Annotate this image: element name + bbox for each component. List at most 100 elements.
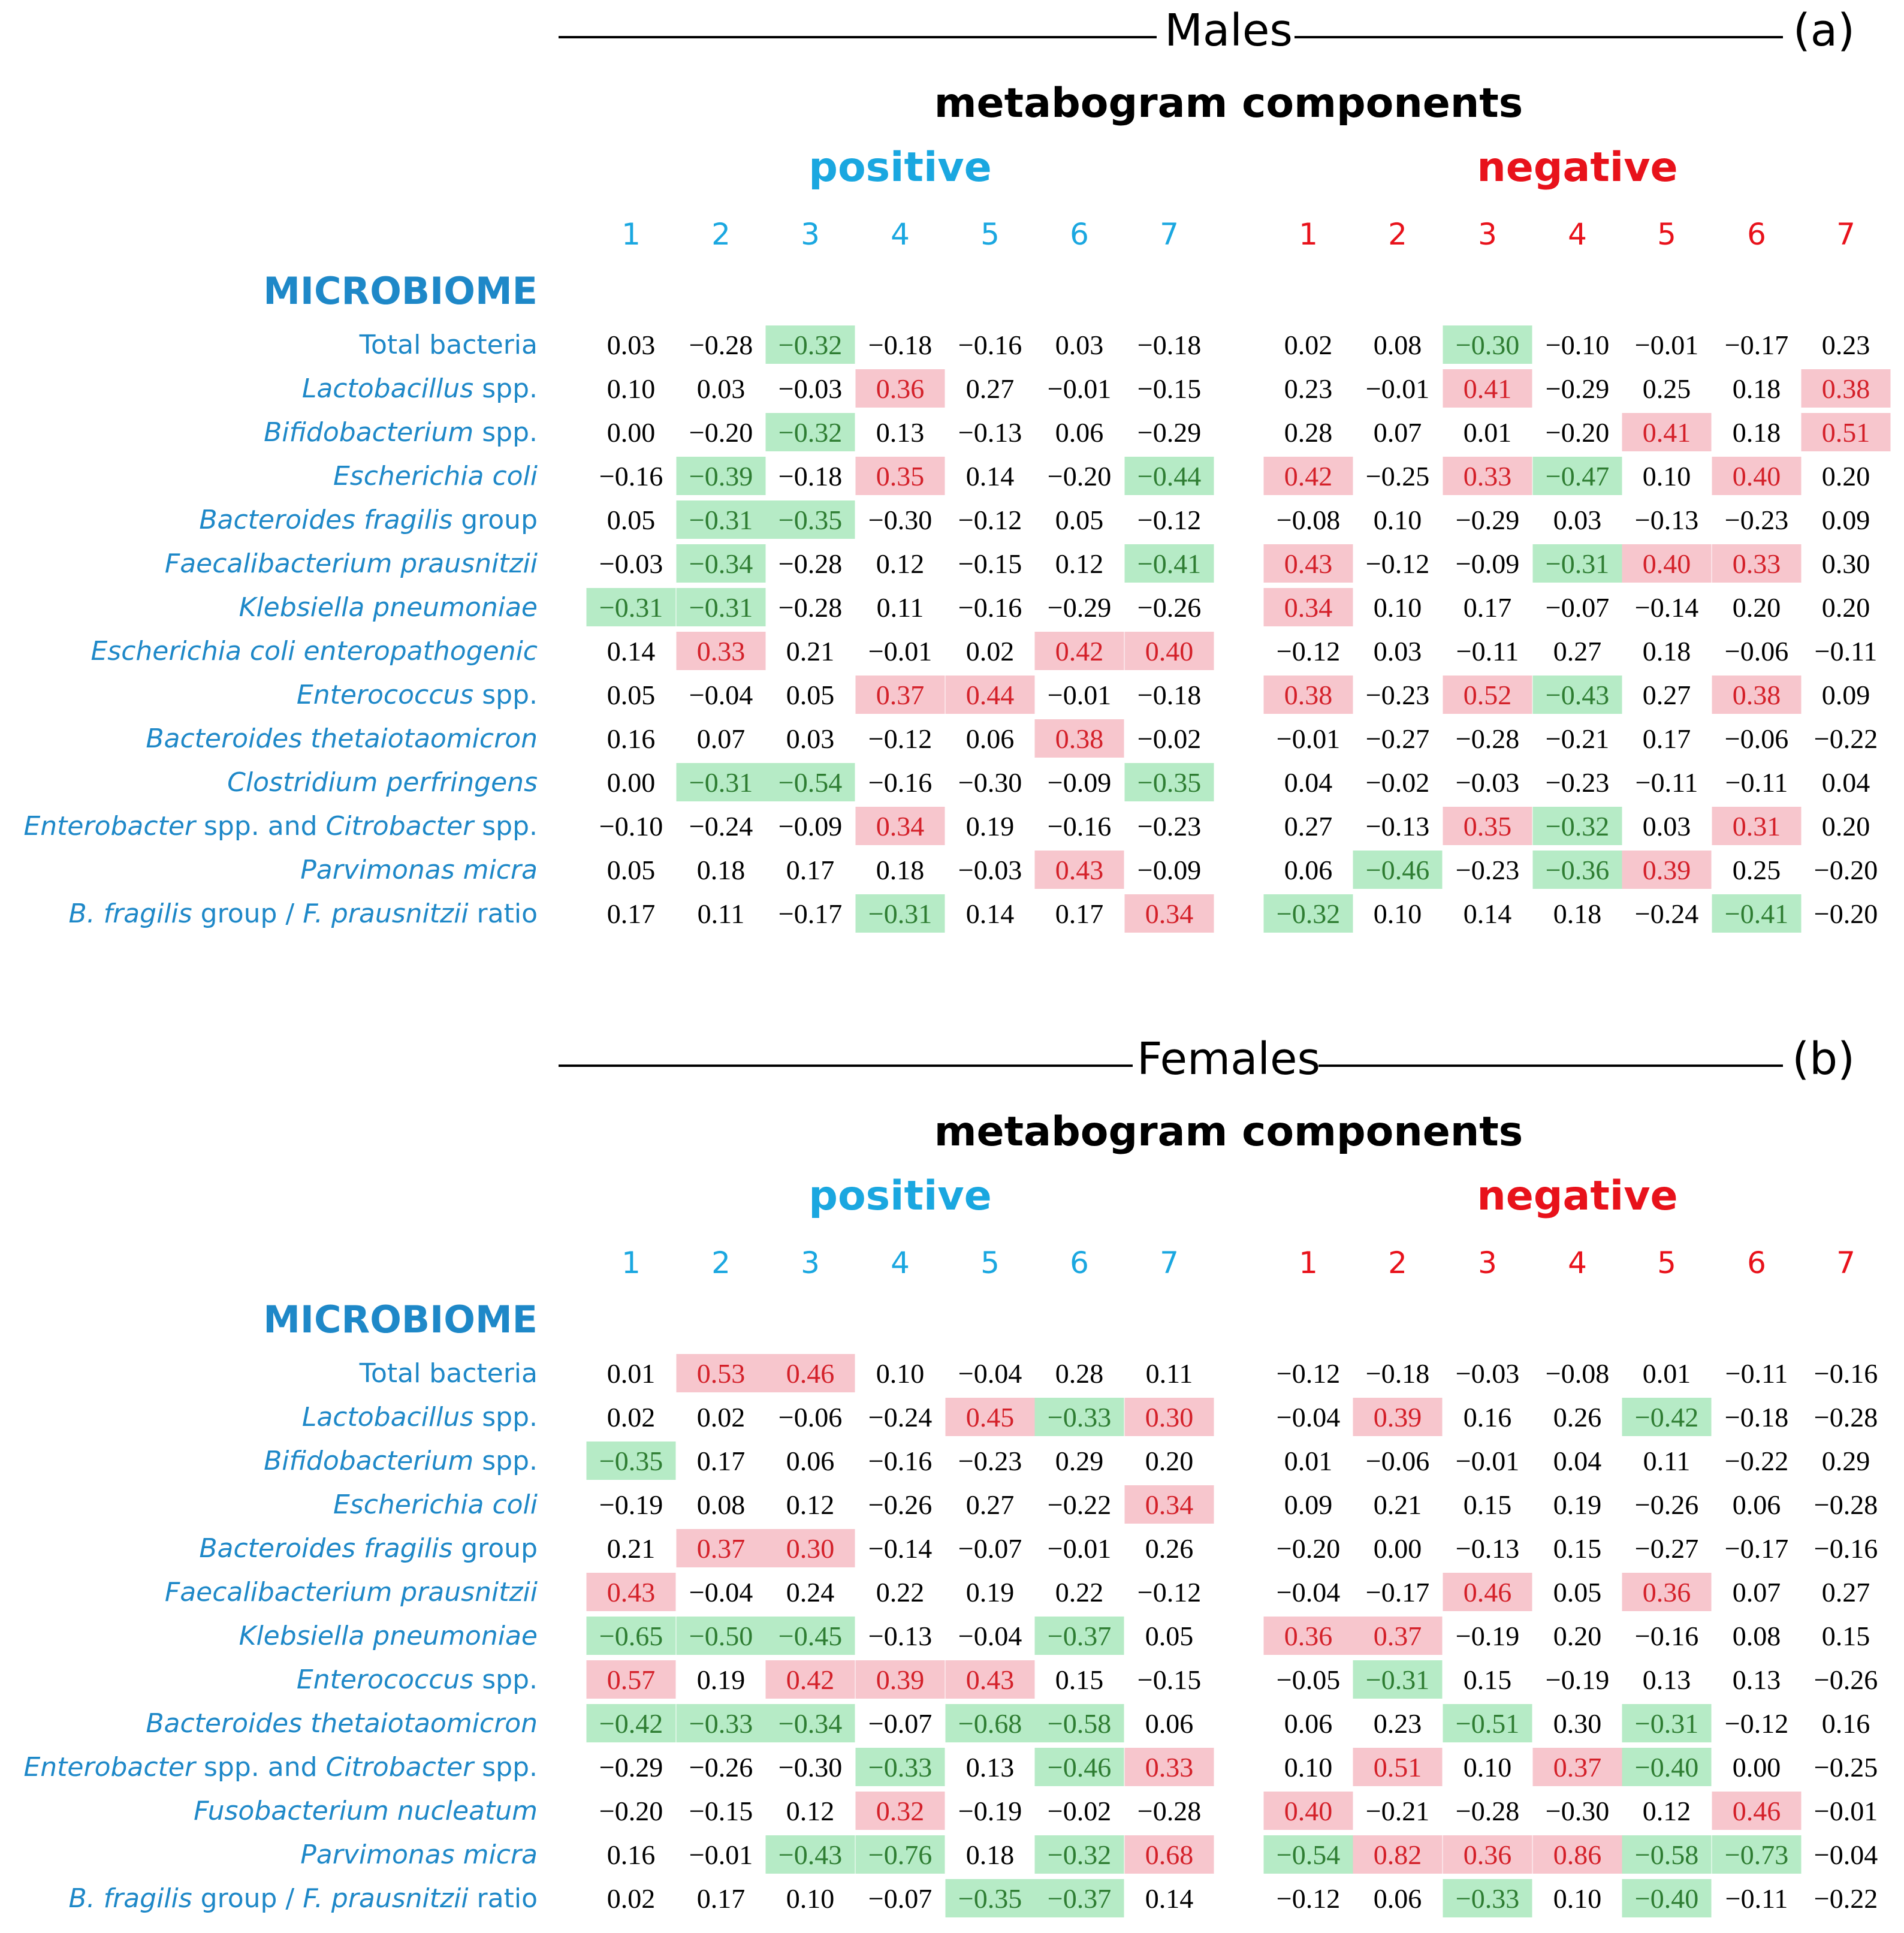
- cell-value: −0.03: [1456, 767, 1519, 798]
- column-number-positive-4: 4: [891, 217, 910, 252]
- cell-value: 0.15: [1464, 1664, 1512, 1695]
- row-label: Faecalibacterium prausnitzii: [165, 1577, 538, 1608]
- cell-value: 0.18: [876, 855, 925, 885]
- cell-value: 0.33: [1145, 1752, 1194, 1783]
- cell-value: −0.15: [1137, 1664, 1201, 1695]
- cell-value: −0.34: [779, 1708, 842, 1739]
- cell-value: 0.10: [876, 1358, 925, 1389]
- negative-correlation-cell: [945, 1879, 1035, 1917]
- panel-tag: (b): [1792, 1033, 1855, 1085]
- cell-value: 0.26: [1553, 1402, 1602, 1433]
- positive-correlation-cell: [1263, 1617, 1353, 1655]
- cell-value: −0.42: [1635, 1402, 1698, 1433]
- column-number-positive-4: 4: [891, 1246, 910, 1280]
- positive-correlation-cell: [1622, 851, 1712, 889]
- cell-value: 0.02: [607, 1402, 656, 1433]
- negative-correlation-cell: [676, 763, 766, 801]
- cell-value: −0.12: [1277, 636, 1340, 667]
- cell-value: 0.10: [607, 373, 656, 404]
- negative-correlation-cell: [586, 588, 676, 626]
- cell-value: 0.38: [1733, 680, 1781, 710]
- negative-correlation-cell: [1443, 1704, 1532, 1742]
- cell-value: 0.11: [1643, 1446, 1691, 1476]
- cell-value: 0.12: [1055, 548, 1104, 579]
- cell-value: 0.21: [1374, 1489, 1422, 1520]
- cell-value: −0.15: [958, 548, 1022, 579]
- table-row: B. fragilis group / F. prausnitzii ratio…: [68, 1879, 1878, 1917]
- cell-value: −0.35: [599, 1446, 663, 1476]
- cell-value: −0.16: [868, 767, 932, 798]
- cell-value: −0.29: [1137, 417, 1201, 448]
- cell-value: 0.07: [1374, 417, 1422, 448]
- positive-correlation-cell: [1622, 544, 1712, 583]
- positive-correlation-cell: [1443, 676, 1532, 714]
- cell-value: −0.17: [1725, 1533, 1788, 1564]
- cell-value: 0.02: [607, 1883, 656, 1914]
- cell-value: −0.20: [1814, 855, 1878, 885]
- column-number-positive-2: 2: [711, 1246, 731, 1280]
- column-number-negative-1: 1: [1299, 217, 1318, 252]
- cell-value: 0.46: [786, 1358, 835, 1389]
- table-row: Parvimonas micra 0.05 0.18 0.17 0.18 −0.03 0.4…: [300, 851, 1878, 889]
- cell-value: 0.86: [1553, 1839, 1602, 1870]
- column-number-negative-7: 7: [1836, 1246, 1855, 1280]
- positive-correlation-cell: [1712, 676, 1802, 714]
- positive-correlation-cell: [1353, 1835, 1443, 1874]
- cell-value: 0.38: [1822, 373, 1870, 404]
- cell-value: −0.30: [779, 1752, 842, 1783]
- cell-value: −0.04: [689, 1577, 753, 1608]
- positive-correlation-cell: [1443, 369, 1532, 408]
- cell-value: −0.29: [1456, 505, 1519, 535]
- cell-value: 0.37: [876, 680, 925, 710]
- cell-value: 0.17: [697, 1883, 746, 1914]
- cell-value: 0.02: [1284, 330, 1333, 360]
- negative-correlation-cell: [1034, 1748, 1124, 1786]
- table-row: Enterobacter spp. and Citrobacter spp. −0…: [23, 1748, 1878, 1786]
- cell-value: 0.45: [966, 1402, 1015, 1433]
- cell-value: −0.22: [1814, 723, 1878, 754]
- column-number-positive-6: 6: [1070, 1246, 1089, 1280]
- cell-value: −0.02: [1048, 1796, 1111, 1826]
- cell-value: −0.33: [1456, 1883, 1519, 1914]
- positive-correlation-cell: [1443, 1835, 1532, 1874]
- negative-correlation-cell: [1124, 763, 1214, 801]
- cell-value: −0.24: [1635, 898, 1698, 929]
- cell-value: 0.34: [1284, 592, 1333, 623]
- cell-value: 0.27: [1553, 636, 1602, 667]
- cell-value: −0.21: [1546, 723, 1609, 754]
- column-number-positive-5: 5: [980, 217, 1000, 252]
- cell-value: 0.05: [607, 505, 656, 535]
- negative-correlation-cell: [1034, 1398, 1124, 1436]
- cell-value: −0.43: [1546, 680, 1609, 710]
- row-label: Escherichia coli: [333, 1489, 538, 1520]
- cell-value: −0.06: [1366, 1446, 1429, 1476]
- cell-value: −0.04: [958, 1621, 1022, 1651]
- cell-value: 0.36: [1643, 1577, 1691, 1608]
- cell-value: 0.19: [966, 1577, 1015, 1608]
- cell-value: −0.20: [1814, 898, 1878, 929]
- cell-value: 0.12: [1643, 1796, 1691, 1826]
- row-label: Enterobacter spp. and Citrobacter spp.: [23, 811, 538, 842]
- column-number-positive-3: 3: [801, 1246, 820, 1280]
- cell-value: −0.13: [958, 417, 1022, 448]
- cell-value: 0.37: [1374, 1621, 1422, 1651]
- positive-correlation-cell: [1263, 457, 1353, 495]
- table-row: Fusobacterium nucleatum −0.20 −0.15 0.12 0.3…: [194, 1792, 1878, 1830]
- cell-value: −0.01: [1635, 330, 1698, 360]
- column-number-negative-3: 3: [1478, 217, 1497, 252]
- column-number-positive-3: 3: [801, 217, 820, 252]
- cell-value: 0.11: [698, 898, 745, 929]
- cell-value: 0.27: [1822, 1577, 1870, 1608]
- positive-correlation-cell: [1712, 807, 1802, 845]
- cell-value: −0.12: [1366, 548, 1429, 579]
- cell-value: −0.18: [868, 330, 932, 360]
- cell-value: −0.29: [1048, 592, 1111, 623]
- cell-value: −0.07: [868, 1708, 932, 1739]
- negative-correlation-cell: [1532, 544, 1622, 583]
- cell-value: 0.57: [607, 1664, 656, 1695]
- cell-value: 0.05: [607, 680, 656, 710]
- cell-value: 0.27: [1284, 811, 1333, 842]
- positive-correlation-cell: [676, 1354, 766, 1392]
- row-label: B. fragilis group / F. prausnitzii ratio: [68, 1883, 538, 1914]
- cell-value: −0.16: [599, 461, 663, 491]
